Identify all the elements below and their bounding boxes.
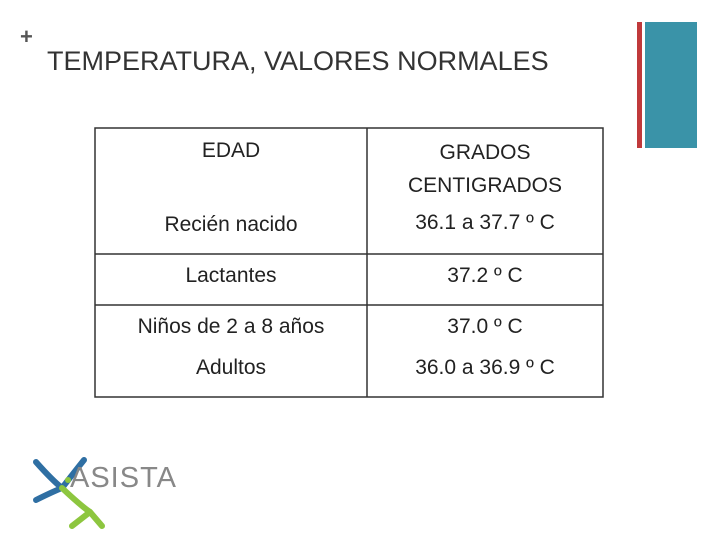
logo-stroke xyxy=(59,457,87,491)
table-border xyxy=(94,127,604,398)
table-lines xyxy=(94,127,604,398)
column-header: GRADOS CENTIGRADOS xyxy=(407,141,562,197)
accent-bar-teal xyxy=(645,22,697,148)
logo-stroke xyxy=(69,509,105,529)
accent-bar-red xyxy=(637,22,642,148)
column-header: EDAD xyxy=(201,139,261,162)
table-cell: Adultos xyxy=(195,356,267,379)
slide-title: TEMPERATURA, VALORES NORMALES xyxy=(47,46,549,76)
table-cell: Lactantes xyxy=(185,264,277,287)
table-cell: 37.0 º C xyxy=(447,315,523,338)
logo-dot xyxy=(65,477,71,483)
table-cell: Niños de 2 a 8 años xyxy=(137,315,325,338)
table-cell: 36.1 a 37.7 º C xyxy=(415,211,555,234)
logo-figure xyxy=(33,457,105,529)
slide-mark: + xyxy=(20,24,33,49)
logo-text: ASISTA xyxy=(70,462,177,494)
logo-stroke xyxy=(33,459,65,491)
table-cell: Recién nacido xyxy=(164,213,298,236)
table-cell: 37.2 º C xyxy=(447,264,523,287)
logo-stroke xyxy=(33,485,65,503)
table-cell: 36.0 a 36.9 º C xyxy=(415,356,555,379)
